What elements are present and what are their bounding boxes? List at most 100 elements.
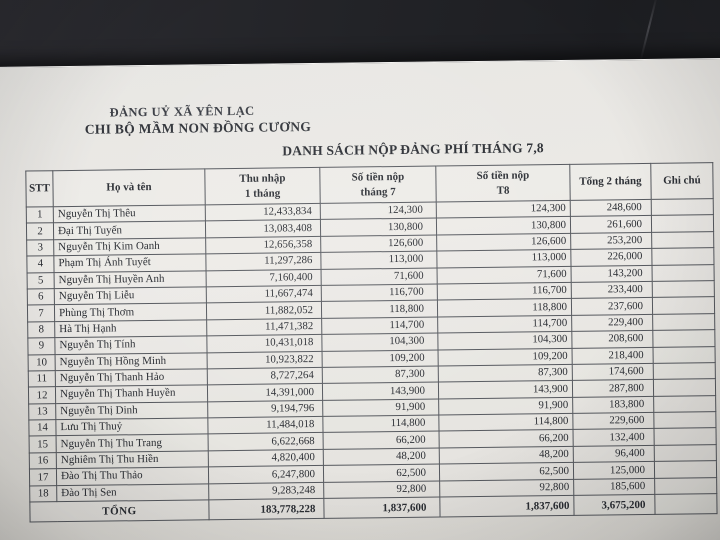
cell-tong-2-thang: 248,600 xyxy=(570,199,652,217)
cell-so-tien-nop-t8: 62,500 xyxy=(439,462,574,481)
cell-so-tien-nop-t8: 130,800 xyxy=(436,216,571,235)
document-title: DANH SÁCH NỘP ĐẢNG PHÍ THÁNG 7,8 xyxy=(282,140,544,159)
cell-ho-va-ten: Nguyễn Thị Tính xyxy=(54,335,208,355)
cell-thu-nhap-1-thang: 4,820,400 xyxy=(208,449,324,468)
cell-tong-2-thang: 174,600 xyxy=(572,363,654,381)
cell-tong-2-thang: 183,800 xyxy=(572,396,654,414)
cell-so-tien-nop-thang-7: 116,700 xyxy=(321,283,438,302)
cell-ho-va-ten: Lưu Thị Thuỷ xyxy=(55,417,209,437)
cell-so-tien-nop-thang-7: 48,200 xyxy=(323,447,440,466)
cell-ghi-chu xyxy=(654,444,717,462)
cell-tong-2-thang: 287,800 xyxy=(572,379,654,398)
cell-ghi-chu xyxy=(653,378,716,397)
cell-so-tien-nop-t8: 66,200 xyxy=(439,429,574,448)
cell-tong-2-thang: 226,000 xyxy=(570,248,652,266)
cell-tong-2-thang: 132,400 xyxy=(573,428,655,447)
table-body: 1 Nguyễn Thị Thêu 12,433,834 124,300 124,300… xyxy=(26,198,717,503)
cell-thu-nhap-1-thang: 6,622,668 xyxy=(208,432,324,451)
cell-stt: 6 xyxy=(27,288,55,306)
cell-ho-va-ten: Đào Thị Thu Thảo xyxy=(56,467,209,486)
org-name-line2: CHI BỘ MẦM NON ĐỒNG CƯƠNG xyxy=(84,119,312,137)
cell-so-tien-nop-thang-7: 87,300 xyxy=(322,365,439,384)
cell-so-tien-nop-t8: 124,300 xyxy=(436,200,571,219)
column-header-so-tien-nop-t8: Số tiền nộp T8 xyxy=(435,164,571,203)
cell-ghi-chu xyxy=(652,296,715,315)
cell-stt: 2 xyxy=(26,223,54,240)
cell-ho-va-ten: Phạm Thị Ánh Tuyết xyxy=(53,254,207,273)
cell-stt: 4 xyxy=(26,255,55,273)
cell-ghi-chu xyxy=(651,247,714,265)
column-header-tong-2-thang: Tổng 2 tháng xyxy=(569,163,652,201)
cell-stt: 10 xyxy=(28,354,56,371)
cell-so-tien-nop-t8: 126,600 xyxy=(436,233,571,252)
cell-thu-nhap-1-thang: 11,484,018 xyxy=(207,416,324,435)
cell-ghi-chu xyxy=(651,215,714,233)
cell-thu-nhap-1-thang: 10,431,018 xyxy=(206,334,323,353)
cell-ho-va-ten: Đại Thị Tuyến xyxy=(53,221,206,240)
cell-so-tien-nop-t8: 114,700 xyxy=(437,315,572,334)
cell-so-tien-nop-t8: 91,900 xyxy=(438,397,573,416)
cell-so-tien-nop-t8: 143,900 xyxy=(438,380,573,399)
column-header-ghi-chu: Ghi chú xyxy=(650,162,714,200)
cell-stt: 1 xyxy=(26,206,54,224)
cell-ghi-chu xyxy=(654,428,717,446)
cell-ghi-chu xyxy=(653,395,716,413)
cell-so-tien-nop-thang-7: 130,800 xyxy=(320,218,437,237)
cell-so-tien-nop-thang-7: 126,600 xyxy=(320,234,437,253)
cell-ho-va-ten: Đào Thị Sen xyxy=(56,483,209,502)
cell-stt: 18 xyxy=(29,485,57,503)
cell-thu-nhap-1-thang: 14,391,000 xyxy=(207,383,323,402)
cell-ghi-chu xyxy=(653,362,716,380)
cell-ghi-chu xyxy=(653,411,716,429)
total-thu-nhap: 183,778,228 xyxy=(208,498,325,520)
cell-ho-va-ten: Nguyễn Thị Liễu xyxy=(54,286,207,306)
cell-so-tien-nop-thang-7: 104,300 xyxy=(321,333,439,351)
column-header-stt: STT xyxy=(25,170,54,208)
cell-tong-2-thang: 185,600 xyxy=(573,478,655,496)
cell-stt: 15 xyxy=(29,436,57,453)
cell-ho-va-ten: Hà Thị Hạnh xyxy=(54,319,207,338)
cell-so-tien-nop-thang-7: 92,800 xyxy=(323,480,440,499)
cell-tong-2-thang: 261,600 xyxy=(570,215,652,234)
cell-so-tien-nop-t8: 109,200 xyxy=(438,347,573,366)
total-label: TỔNG xyxy=(29,499,210,523)
cell-ho-va-ten: Nguyễn Thị Dinh xyxy=(55,401,208,420)
cell-tong-2-thang: 237,600 xyxy=(571,297,653,316)
cell-tong-2-thang: 233,400 xyxy=(571,281,653,299)
cell-ghi-chu xyxy=(652,280,715,298)
cell-tong-2-thang: 229,600 xyxy=(572,412,655,430)
total-t8: 1,837,600 xyxy=(439,495,575,518)
cell-tong-2-thang: 208,600 xyxy=(571,330,653,348)
cell-so-tien-nop-thang-7: 118,800 xyxy=(321,300,438,319)
cell-ghi-chu xyxy=(654,477,717,495)
cell-ho-va-ten: Nghiêm Thị Thu Hiền xyxy=(56,450,209,469)
cell-thu-nhap-1-thang: 11,471,382 xyxy=(206,318,322,336)
cell-ho-va-ten: Nguyễn Thị Kim Oanh xyxy=(53,237,206,256)
fee-table: STT Họ và tên Thu nhập 1 tháng Số tiền nộp th… xyxy=(25,162,718,523)
cell-thu-nhap-1-thang: 7,160,400 xyxy=(206,268,322,287)
column-header-thu-nhap-1-thang: Thu nhập 1 tháng xyxy=(204,167,321,205)
cell-stt: 7 xyxy=(27,305,55,322)
cell-so-tien-nop-thang-7: 143,900 xyxy=(322,382,439,401)
cell-thu-nhap-1-thang: 11,667,474 xyxy=(206,285,322,304)
cell-thu-nhap-1-thang: 13,083,408 xyxy=(205,219,321,238)
cell-so-tien-nop-thang-7: 91,900 xyxy=(322,398,439,417)
cell-so-tien-nop-thang-7: 71,600 xyxy=(321,267,438,286)
cell-thu-nhap-1-thang: 12,433,834 xyxy=(205,203,321,222)
cell-ho-va-ten: Nguyễn Thị Thu Trang xyxy=(56,434,209,453)
total-tong-2-thang: 3,675,200 xyxy=(573,494,656,516)
cell-ho-va-ten: Nguyễn Thị Thêu xyxy=(53,204,206,224)
cell-stt: 16 xyxy=(29,452,57,470)
cell-ho-va-ten: Nguyễn Thị Thanh Hảo xyxy=(55,368,208,387)
cell-stt: 3 xyxy=(26,239,54,257)
cell-so-tien-nop-t8: 118,800 xyxy=(437,298,572,317)
cell-stt: 11 xyxy=(28,370,56,388)
cell-tong-2-thang: 125,000 xyxy=(573,461,655,480)
background-scratch xyxy=(640,0,658,60)
cell-thu-nhap-1-thang: 12,656,358 xyxy=(205,236,321,255)
column-header-ho-va-ten: Họ và tên xyxy=(52,168,206,207)
column-header-so-tien-nop-thang-7: Số tiền nộp tháng 7 xyxy=(319,166,437,204)
cell-ghi-chu xyxy=(651,264,715,282)
cell-thu-nhap-1-thang: 11,882,052 xyxy=(206,301,322,320)
